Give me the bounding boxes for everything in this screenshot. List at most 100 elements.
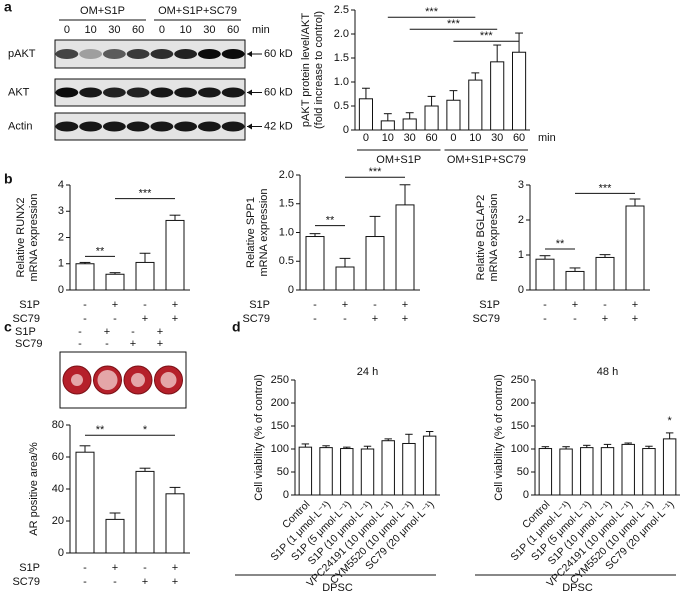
blot-band (79, 121, 103, 132)
condition-sign: + (157, 326, 163, 338)
blot-time-label: 10 (85, 24, 97, 36)
bar (402, 442, 416, 496)
condition-sign: + (172, 299, 178, 311)
condition-sign: - (131, 326, 135, 338)
condition-label: SC79 (12, 313, 40, 325)
blot-row-label: AKT (8, 86, 30, 98)
bar (580, 447, 594, 496)
blot-band (150, 121, 174, 132)
bar (600, 447, 615, 496)
y-tick-label: 0 (58, 547, 64, 559)
y-tick-label: 4 (58, 179, 64, 191)
significance-label: ** (326, 215, 335, 227)
condition-label: S1P (479, 299, 500, 311)
y-axis-label: pAKT protein level/AKT (300, 13, 312, 127)
bar (642, 448, 656, 496)
y-tick-label: 0 (343, 124, 349, 136)
condition-sign: + (372, 313, 378, 325)
significance-label: *** (369, 166, 383, 178)
blot-band (102, 87, 126, 98)
blot-band (126, 87, 150, 98)
y-axis-label: Relative BGLAP2 (475, 195, 487, 281)
y-tick-label: 1.5 (279, 198, 294, 210)
bar (319, 447, 333, 496)
bar (381, 440, 395, 496)
bar (358, 98, 373, 131)
bar (165, 219, 185, 291)
blot-band (102, 49, 126, 59)
condition-label: S1P (19, 562, 40, 574)
blot-row-label: pAKT (8, 48, 36, 60)
y-tick-label: 20 (52, 515, 64, 527)
condition-sign: - (78, 326, 82, 338)
blot-band (197, 49, 221, 59)
condition-sign: - (313, 299, 317, 311)
condition-sign: - (143, 299, 147, 311)
bar (105, 273, 125, 291)
bar (662, 438, 677, 496)
y-tick-label: 2 (518, 214, 524, 226)
bar (559, 448, 573, 496)
condition-sign: + (172, 576, 178, 588)
condition-sign: + (172, 313, 178, 325)
y-tick-label: 3 (518, 179, 524, 191)
blot-time-label: 60 (227, 24, 239, 36)
panel-label: b (4, 171, 13, 187)
bar (565, 270, 585, 291)
condition-label: S1P (15, 326, 36, 338)
condition-sign: + (602, 313, 608, 325)
x-tick-label: 0 (363, 132, 369, 144)
y-tick-label: 2.0 (334, 28, 349, 40)
y-tick-label: 1.0 (334, 76, 349, 88)
group-label: OM+S1P+SC79 (447, 154, 526, 166)
blot-band (79, 87, 103, 98)
blot-time-label: 30 (203, 24, 215, 36)
y-tick-label: 1.5 (334, 52, 349, 64)
y-tick-label: 250 (511, 374, 529, 386)
condition-sign: - (113, 313, 117, 325)
bar (365, 236, 385, 291)
blot-band (150, 87, 174, 98)
y-tick-label: 50 (517, 466, 529, 478)
blot-band (55, 49, 79, 59)
condition-sign: + (402, 313, 408, 325)
blot-group-label: OM+S1P+SC79 (158, 5, 237, 17)
blot-group-label: OM+S1P (80, 5, 125, 17)
blot-band (221, 49, 245, 59)
condition-label: S1P (19, 299, 40, 311)
bar (424, 105, 439, 131)
blot-band (126, 121, 150, 132)
y-tick-label: 1 (518, 249, 524, 261)
blot-time-label: 30 (108, 24, 120, 36)
bar (380, 120, 395, 131)
bar (75, 263, 95, 291)
significance-label: *** (480, 30, 494, 42)
blot-band (221, 121, 245, 132)
condition-sign: + (342, 299, 348, 311)
y-tick-label: 80 (52, 419, 64, 431)
blot-band (174, 87, 198, 98)
arrow-head (247, 51, 252, 57)
blot-band (102, 121, 126, 132)
well-center (131, 373, 145, 387)
condition-label: SC79 (12, 576, 40, 588)
blot-time-label: 0 (159, 24, 165, 36)
condition-sign: - (543, 299, 547, 311)
y-tick-label: 200 (271, 397, 289, 409)
bar (340, 448, 354, 496)
bar (305, 236, 325, 291)
arrow-head (247, 123, 252, 130)
significance-label: *** (425, 6, 439, 18)
significance-label: *** (599, 182, 613, 194)
bar (75, 451, 95, 554)
y-axis-label: AR positive area/% (28, 442, 40, 536)
condition-sign: + (112, 299, 118, 311)
bar (298, 446, 313, 496)
well-center (160, 372, 177, 388)
significance-label: * (668, 415, 673, 427)
group-label: OM+S1P (376, 154, 421, 166)
condition-sign: - (83, 562, 87, 574)
bar (512, 51, 527, 131)
condition-sign: + (112, 562, 118, 574)
well-center (97, 370, 118, 390)
